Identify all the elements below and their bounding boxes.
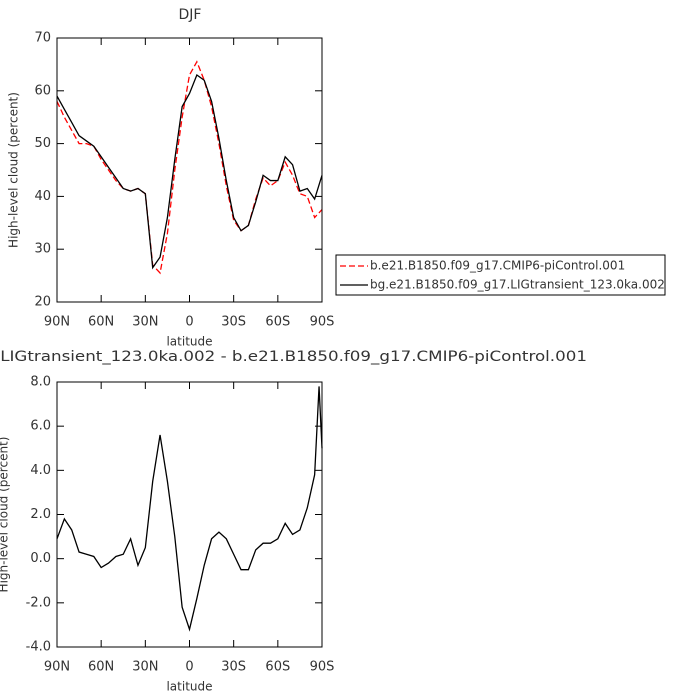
y-tick-label: 4.0 <box>30 463 51 478</box>
y-tick-label: -4.0 <box>26 640 51 655</box>
x-axis-label: latitude <box>166 680 212 694</box>
y-tick-label: 50 <box>34 136 51 151</box>
x-tick-label: 90N <box>44 315 70 330</box>
y-tick-label: 40 <box>34 189 51 204</box>
chart-title: bg.e21.B1850.f09_g17.LIGtransient_123.0k… <box>0 349 587 365</box>
legend-label: bg.e21.B1850.f09_g17.LIGtransient_123.0k… <box>370 278 665 292</box>
x-tick-label: 60N <box>88 660 114 675</box>
x-tick-label: 30S <box>221 315 246 330</box>
x-tick-label: 60S <box>265 315 290 330</box>
x-axis-label: latitude <box>166 335 212 349</box>
x-tick-label: 30S <box>221 660 246 675</box>
plot-frame <box>56 381 323 648</box>
x-tick-label: 0 <box>185 660 193 675</box>
x-tick-label: 60N <box>88 315 114 330</box>
data-line <box>56 73 323 270</box>
data-line <box>56 386 323 632</box>
x-tick-label: 90S <box>310 660 335 675</box>
x-tick-label: 30N <box>132 660 158 675</box>
y-tick-label: 70 <box>34 31 51 46</box>
y-tick-label: 0.0 <box>30 551 51 566</box>
legend: b.e21.B1850.f09_g17.CMIP6-piControl.001b… <box>335 254 666 296</box>
y-tick-label: 30 <box>34 242 51 257</box>
y-tick-label: -2.0 <box>26 595 51 610</box>
y-axis-label: High-level cloud (percent) <box>0 437 11 593</box>
y-tick-label: 8.0 <box>30 375 51 390</box>
x-tick-label: 0 <box>185 315 193 330</box>
x-tick-label: 30N <box>132 315 158 330</box>
x-tick-label: 60S <box>265 660 290 675</box>
y-tick-label: 60 <box>34 83 51 98</box>
data-line <box>56 60 323 275</box>
plot-frame <box>56 37 323 303</box>
legend-box <box>335 254 666 296</box>
y-tick-label: 6.0 <box>30 419 51 434</box>
x-tick-label: 90N <box>44 660 70 675</box>
legend-label: b.e21.B1850.f09_g17.CMIP6-piControl.001 <box>370 259 625 273</box>
x-tick-label: 90S <box>310 315 335 330</box>
chart-title: DJF <box>179 7 202 23</box>
y-axis-label: High-level cloud (percent) <box>7 92 21 248</box>
y-tick-label: 2.0 <box>30 507 51 522</box>
y-tick-label: 20 <box>34 295 51 310</box>
